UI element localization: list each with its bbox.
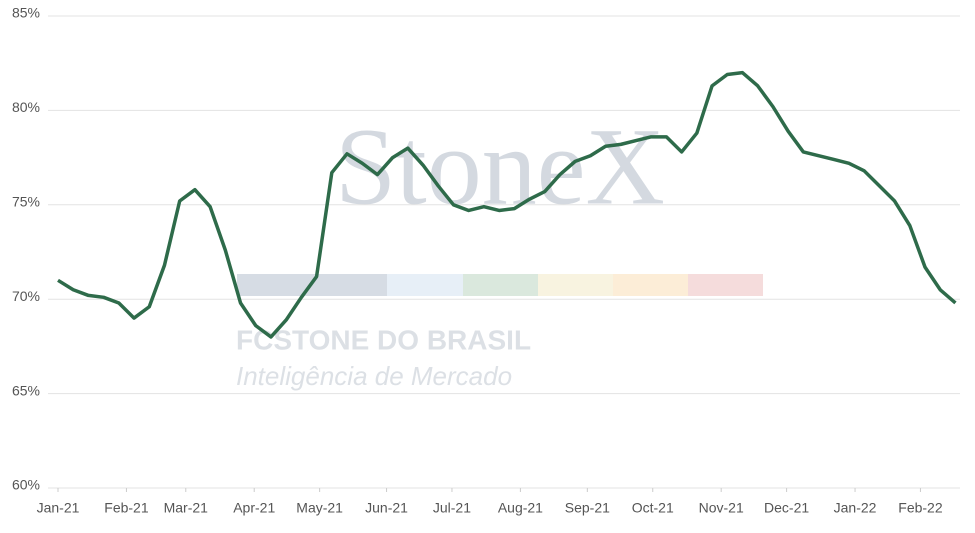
y-tick-label: 60% <box>12 477 40 493</box>
x-tick-label: Nov-21 <box>699 500 744 516</box>
x-tick-label: Feb-21 <box>104 500 149 516</box>
x-tick-label: Jul-21 <box>433 500 471 516</box>
x-tick-label: Jan-22 <box>834 500 877 516</box>
watermark-company: FCSTONE DO BRASIL <box>236 324 531 355</box>
x-tick-label: Dec-21 <box>764 500 809 516</box>
y-tick-label: 70% <box>12 288 40 304</box>
y-tick-label: 75% <box>12 194 40 210</box>
x-tick-label: Jun-21 <box>365 500 408 516</box>
watermark-tagline: Inteligência de Mercado <box>236 361 512 391</box>
x-tick-label: May-21 <box>296 500 343 516</box>
watermark: StoneX FCSTONE DO BRASIL Inteligência de… <box>236 105 763 391</box>
watermark-band <box>463 274 538 296</box>
y-tick-label: 80% <box>12 99 40 115</box>
x-tick-label: Aug-21 <box>498 500 543 516</box>
watermark-band <box>387 274 463 296</box>
x-tick-label: Mar-21 <box>164 500 209 516</box>
watermark-band <box>688 274 763 296</box>
y-tick-label: 65% <box>12 382 40 398</box>
watermark-band <box>613 274 688 296</box>
y-tick-label: 85% <box>12 5 40 21</box>
x-tick-label: Jan-21 <box>37 500 80 516</box>
x-tick-label: Apr-21 <box>233 500 275 516</box>
x-tick-label: Oct-21 <box>632 500 674 516</box>
data-line <box>57 70 957 339</box>
watermark-band <box>538 274 613 296</box>
x-tick-label: Feb-22 <box>898 500 943 516</box>
x-tick-label: Sep-21 <box>565 500 610 516</box>
watermark-brand: StoneX <box>335 105 665 227</box>
